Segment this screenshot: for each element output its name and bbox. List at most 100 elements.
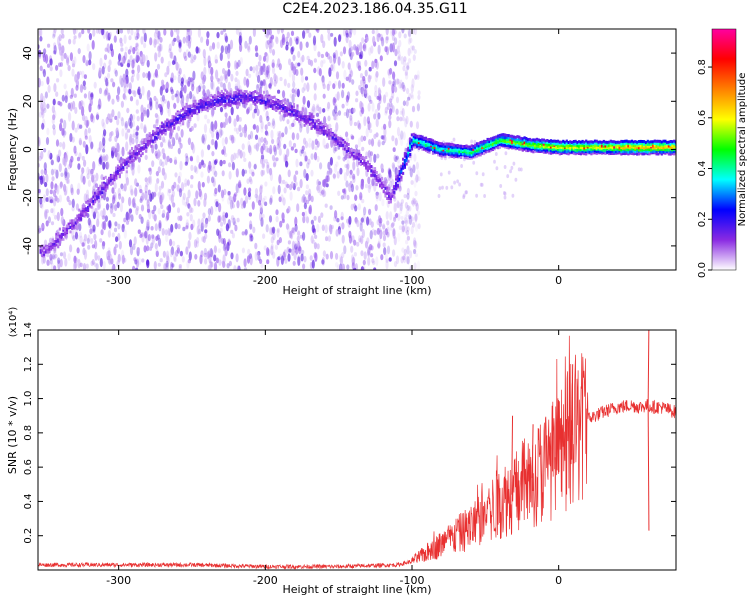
noise-cell (294, 243, 298, 250)
ridge-cell (521, 140, 524, 144)
noise-cell (144, 154, 148, 161)
noise-cell (204, 223, 208, 229)
ridge-cell (250, 97, 253, 101)
ridge-cell (50, 242, 53, 246)
noise-cell (159, 159, 163, 167)
noise-cell (377, 102, 381, 111)
noise-cell (499, 184, 503, 188)
noise-cell (367, 248, 371, 258)
ridge-cell (493, 136, 496, 140)
ridge-cell (85, 207, 88, 211)
noise-cell (416, 260, 421, 270)
ridge-cell (368, 163, 371, 166)
noise-cell (74, 106, 78, 115)
ridge-cell (199, 99, 202, 102)
x-tick-label: -200 (253, 274, 278, 287)
noise-cell (361, 228, 365, 239)
noise-cell (112, 196, 116, 204)
ridge-cell (81, 213, 84, 217)
ridge-cell (653, 141, 656, 145)
noise-cell (155, 170, 159, 177)
noise-cell (70, 187, 74, 196)
noise-cell (269, 144, 273, 155)
ridge-cell (507, 137, 510, 141)
noise-cell (228, 260, 232, 267)
ridge-cell (625, 145, 628, 149)
noise-cell (185, 35, 189, 44)
noise-cell (414, 200, 418, 207)
ridge-cell (516, 138, 519, 142)
ridge-cell (430, 142, 433, 146)
noise-cell (405, 115, 409, 125)
noise-cell (392, 147, 396, 153)
noise-cell (155, 98, 159, 105)
noise-cell (294, 62, 299, 69)
ridge-cell (132, 150, 135, 153)
ridge-cell (562, 148, 565, 152)
noise-cell (473, 139, 477, 144)
ridge-cell (94, 194, 97, 198)
ridge-cell (400, 178, 403, 182)
noise-cell (219, 106, 224, 113)
noise-cell (55, 169, 59, 179)
noise-cell (63, 119, 67, 130)
ridge-cell (410, 133, 413, 137)
noise-cell (271, 62, 275, 68)
ridge-cell (102, 181, 105, 185)
ridge-cell (324, 129, 327, 133)
noise-cell (189, 214, 193, 222)
ridge-cell (474, 143, 477, 147)
ridge-cell (79, 217, 83, 221)
noise-cell (260, 154, 265, 160)
ridge-cell (55, 243, 58, 247)
ridge-cell (287, 112, 290, 116)
ridge-cell (206, 100, 209, 104)
noise-cell (311, 140, 315, 150)
ridge-cell (518, 141, 521, 145)
ridge-cell (175, 117, 178, 121)
noise-cell (306, 124, 310, 134)
ridge-cell (611, 152, 614, 155)
ridge-cell (282, 103, 285, 107)
ridge-cell (669, 140, 672, 143)
noise-cell (79, 84, 84, 93)
noise-cell (371, 29, 375, 35)
ridge-cell (634, 146, 637, 150)
noise-cell (40, 200, 44, 210)
ridge-cell (532, 138, 535, 142)
noise-cell (97, 161, 102, 167)
ridge-cell (206, 102, 209, 106)
noise-cell (90, 169, 94, 177)
noise-cell (153, 38, 157, 48)
noise-cell (272, 251, 276, 259)
ridge-cell (148, 136, 151, 140)
noise-cell (109, 113, 113, 123)
ridge-cell (345, 142, 348, 146)
ridge-cell (236, 101, 239, 105)
noise-cell (169, 52, 173, 59)
noise-cell (392, 229, 396, 239)
ridge-cell (653, 146, 656, 150)
noise-cell (212, 177, 216, 188)
ridge-cell (51, 246, 54, 249)
ridge-cell (363, 160, 366, 164)
noise-cell (139, 189, 143, 194)
ridge-cell (535, 140, 538, 144)
ridge-cell (467, 156, 470, 160)
ridge-cell (284, 109, 287, 113)
noise-cell (88, 168, 92, 175)
noise-cell (38, 59, 41, 65)
noise-cell (278, 148, 282, 156)
noise-cell (408, 214, 412, 220)
noise-cell (377, 141, 381, 147)
ridge-cell (651, 144, 655, 148)
ridge-cell (477, 148, 480, 152)
noise-cell (87, 217, 91, 226)
ridge-cell (423, 146, 426, 150)
noise-cell (288, 140, 292, 148)
noise-cell (127, 49, 131, 55)
ridge-cell (493, 143, 496, 147)
ridge-cell (220, 89, 223, 93)
noise-cell (322, 40, 326, 49)
ridge-cell (442, 143, 445, 147)
